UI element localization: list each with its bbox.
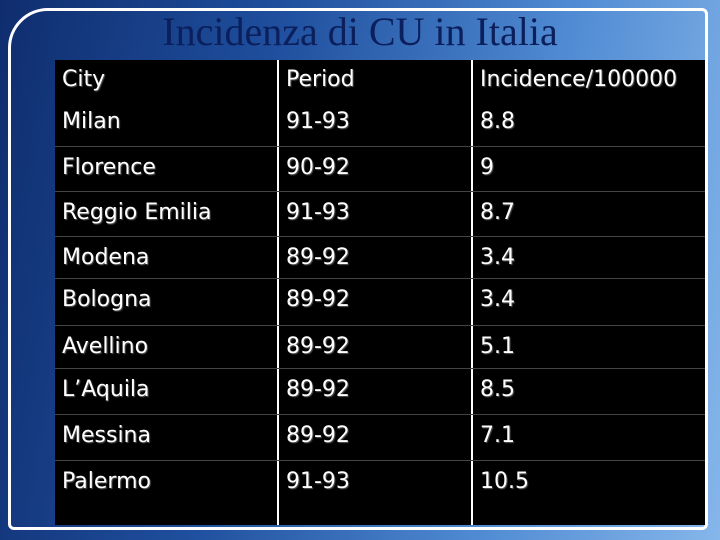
table-cell: 91-93 — [286, 200, 350, 225]
table-cell: 89-92 — [286, 334, 350, 359]
table-cell: 7.1 — [480, 423, 515, 448]
table-cell: 89-92 — [286, 287, 350, 312]
table-cell: 89-92 — [286, 377, 350, 402]
row-divider — [55, 191, 705, 192]
row-divider — [55, 325, 705, 326]
table-cell: 91-93 — [286, 109, 350, 134]
row-divider — [55, 368, 705, 369]
table-cell: 89-92 — [286, 423, 350, 448]
table-cell: Avellino — [62, 334, 149, 359]
frame — [8, 8, 708, 530]
table-cell: Reggio Emilia — [62, 200, 212, 225]
table-cell: 8.7 — [480, 200, 515, 225]
row-divider — [55, 460, 705, 461]
table-cell: Bologna — [62, 287, 152, 312]
slide-title: Incidenza di CU in Italia — [162, 9, 558, 54]
table-cell: 9 — [480, 155, 494, 180]
table-cell: Modena — [62, 245, 150, 270]
row-divider — [55, 236, 705, 237]
table-cell: L’Aquila — [62, 377, 150, 402]
table-cell: 90-92 — [286, 155, 350, 180]
table-cell: Florence — [62, 155, 156, 180]
row-divider — [55, 278, 705, 279]
header-cell: Period — [286, 67, 355, 92]
header-cell: City — [62, 67, 106, 92]
column-divider — [277, 60, 279, 525]
table-cell: Milan — [62, 109, 121, 134]
table-cell: 10.5 — [480, 469, 529, 494]
table-cell: 8.5 — [480, 377, 515, 402]
row-divider — [55, 414, 705, 415]
table-cell: 3.4 — [480, 245, 515, 270]
table-cell: Palermo — [62, 469, 151, 494]
header-cell: Incidence/100000 — [480, 67, 678, 92]
table-cell: 5.1 — [480, 334, 515, 359]
table-cell: 3.4 — [480, 287, 515, 312]
table-cell: 91-93 — [286, 469, 350, 494]
table-cell: 8.8 — [480, 109, 515, 134]
column-divider — [471, 60, 473, 525]
table-cell: 89-92 — [286, 245, 350, 270]
table: City Period Incidence/100000 Milan 91-93 8.8 F… — [55, 60, 705, 525]
row-divider — [55, 146, 705, 147]
table-cell: Messina — [62, 423, 151, 448]
